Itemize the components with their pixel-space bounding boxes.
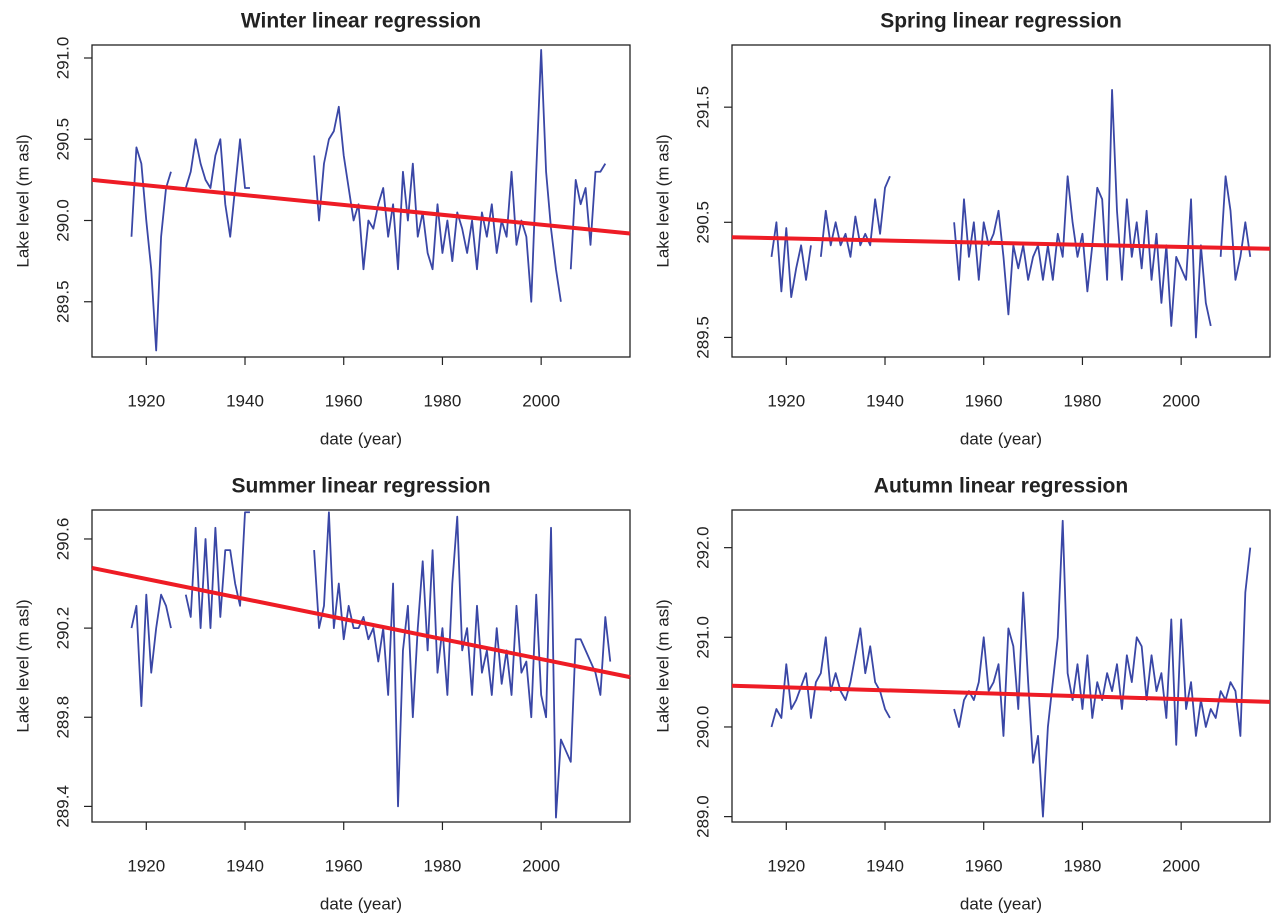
x-tick-label: 1980 bbox=[424, 391, 462, 410]
y-tick-label: 289.5 bbox=[693, 316, 712, 359]
x-tick-label: 1980 bbox=[1064, 391, 1102, 410]
y-axis-label: Lake level (m asl) bbox=[653, 134, 672, 267]
x-tick-label: 2000 bbox=[1162, 856, 1200, 875]
y-tick-label: 290.5 bbox=[53, 118, 72, 161]
x-tick-label: 1940 bbox=[226, 856, 264, 875]
x-tick-label: 2000 bbox=[1162, 391, 1200, 410]
x-tick-label: 1960 bbox=[965, 391, 1003, 410]
x-tick-label: 1920 bbox=[767, 391, 805, 410]
regression-line bbox=[731, 235, 1271, 251]
y-tick-label: 290.0 bbox=[53, 199, 72, 242]
y-tick-label: 290.2 bbox=[53, 607, 72, 650]
x-tick-label: 1920 bbox=[127, 391, 165, 410]
x-tick-label: 1980 bbox=[1064, 856, 1102, 875]
y-axis-label: Lake level (m asl) bbox=[13, 134, 32, 267]
x-tick-label: 1920 bbox=[767, 856, 805, 875]
regression-line bbox=[91, 565, 631, 680]
plot-frame bbox=[731, 44, 1271, 358]
y-tick-label: 291.0 bbox=[53, 37, 72, 80]
x-tick-label: 1920 bbox=[127, 856, 165, 875]
chart-title: Autumn linear regression bbox=[874, 475, 1128, 498]
plot-frame bbox=[91, 44, 631, 358]
y-tick-label: 292.0 bbox=[693, 526, 712, 569]
y-tick-label: 291.5 bbox=[693, 86, 712, 129]
y-tick-label: 289.5 bbox=[53, 280, 72, 323]
x-tick-label: 1940 bbox=[866, 856, 904, 875]
y-tick-label: 290.6 bbox=[53, 518, 72, 561]
y-tick-label: 291.0 bbox=[693, 616, 712, 659]
chart-title: Spring linear regression bbox=[880, 10, 1122, 33]
data-line bbox=[130, 48, 607, 352]
data-line bbox=[770, 519, 1252, 818]
x-axis-label: date (year) bbox=[960, 894, 1042, 913]
y-tick-label: 289.4 bbox=[53, 785, 72, 828]
x-tick-label: 1960 bbox=[325, 856, 363, 875]
y-axis-label: Lake level (m asl) bbox=[653, 599, 672, 732]
chart-title: Winter linear regression bbox=[241, 10, 481, 33]
plot-frame bbox=[91, 509, 631, 823]
y-tick-label: 289.8 bbox=[53, 696, 72, 739]
x-tick-label: 1960 bbox=[965, 856, 1003, 875]
x-tick-label: 1940 bbox=[226, 391, 264, 410]
data-line bbox=[770, 89, 1252, 339]
y-tick-label: 289.0 bbox=[693, 795, 712, 838]
regression-line bbox=[731, 683, 1271, 704]
plot-frame bbox=[731, 509, 1271, 823]
y-axis-label: Lake level (m asl) bbox=[13, 599, 32, 732]
chart-title: Summer linear regression bbox=[231, 475, 490, 498]
x-tick-label: 2000 bbox=[522, 391, 560, 410]
x-tick-label: 1940 bbox=[866, 391, 904, 410]
x-axis-label: date (year) bbox=[960, 429, 1042, 448]
data-line bbox=[130, 511, 612, 819]
y-tick-label: 290.5 bbox=[693, 201, 712, 244]
x-tick-label: 2000 bbox=[522, 856, 560, 875]
x-tick-label: 1980 bbox=[424, 856, 462, 875]
x-axis-label: date (year) bbox=[320, 429, 402, 448]
regression-line bbox=[91, 177, 631, 236]
x-axis-label: date (year) bbox=[320, 894, 402, 913]
x-tick-label: 1960 bbox=[325, 391, 363, 410]
y-tick-label: 290.0 bbox=[693, 706, 712, 749]
